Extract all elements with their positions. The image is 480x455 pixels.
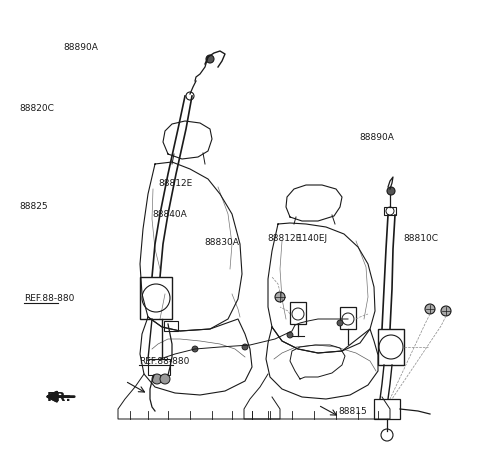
Text: 88812E: 88812E: [268, 233, 302, 242]
Circle shape: [192, 346, 198, 352]
Text: 88810C: 88810C: [403, 233, 438, 242]
Text: 88840A: 88840A: [153, 209, 187, 218]
Text: REF.88-880: REF.88-880: [24, 293, 74, 303]
Text: 88890A: 88890A: [63, 43, 98, 52]
Text: 88830A: 88830A: [204, 238, 239, 247]
Bar: [148, 359, 170, 375]
Circle shape: [441, 306, 451, 316]
Text: 88820C: 88820C: [19, 104, 54, 113]
Text: REF.88-880: REF.88-880: [139, 356, 190, 365]
Bar: [340, 307, 356, 329]
Circle shape: [425, 304, 435, 314]
Text: 88890A: 88890A: [359, 133, 394, 142]
Text: 1140EJ: 1140EJ: [297, 233, 328, 242]
Circle shape: [206, 56, 214, 64]
Circle shape: [275, 293, 285, 302]
Bar: [164, 321, 178, 331]
Bar: [384, 207, 396, 216]
Circle shape: [287, 332, 293, 338]
Bar: [374, 399, 400, 419]
Circle shape: [337, 320, 343, 326]
Circle shape: [160, 374, 170, 384]
Bar: [378, 329, 404, 365]
Circle shape: [387, 187, 395, 196]
Text: 88815: 88815: [338, 406, 367, 415]
Circle shape: [152, 374, 162, 384]
Bar: [140, 278, 172, 319]
Circle shape: [242, 344, 248, 350]
Text: FR.: FR.: [47, 390, 72, 403]
Text: 88812E: 88812E: [158, 178, 192, 187]
Text: 88825: 88825: [19, 201, 48, 210]
Bar: [290, 302, 306, 324]
